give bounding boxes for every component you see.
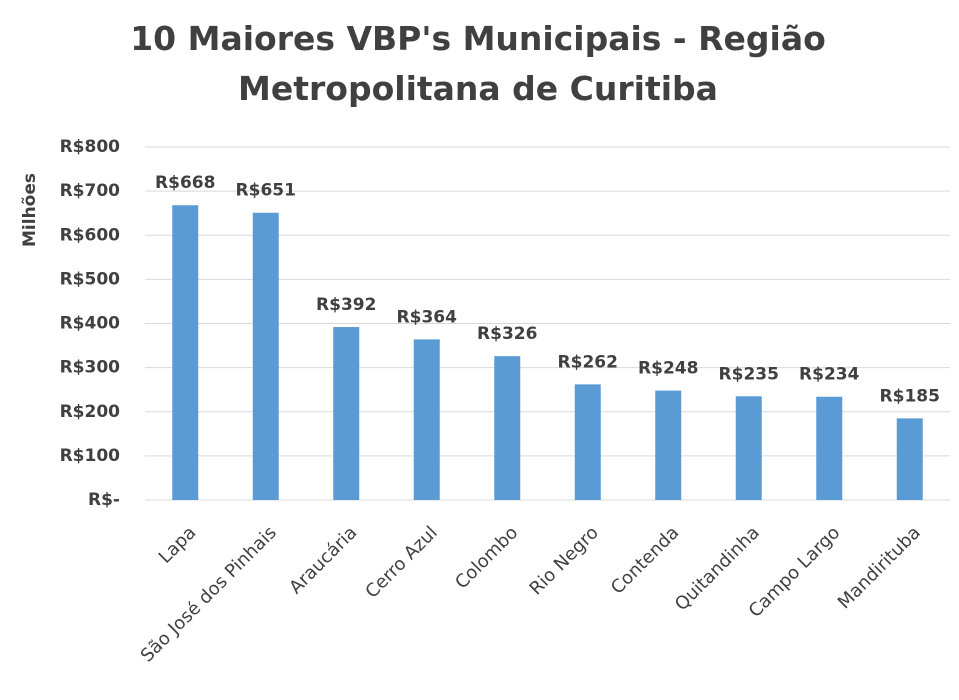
data-label: R$651 <box>236 181 296 201</box>
data-label: R$326 <box>477 324 537 344</box>
x-tick-label: Colombo <box>451 522 522 593</box>
x-tick-label: Rio Negro <box>526 522 603 599</box>
data-label: R$185 <box>880 386 940 406</box>
bar <box>494 356 521 500</box>
x-tick-label: Araucária <box>285 522 361 598</box>
data-label: R$234 <box>799 365 860 385</box>
y-tick-label: R$200 <box>60 402 121 422</box>
bar <box>816 396 843 500</box>
bar <box>735 396 762 500</box>
x-tick-label: Mandirituba <box>834 522 925 613</box>
x-tick-label: São José dos Pinhais <box>137 522 281 666</box>
y-tick-label: R$600 <box>60 225 121 245</box>
bar <box>172 205 199 500</box>
bar <box>655 390 682 500</box>
data-label: R$262 <box>558 352 618 372</box>
y-tick-label: R$- <box>88 490 120 510</box>
y-tick-label: R$500 <box>60 269 121 289</box>
bar <box>413 339 440 500</box>
data-label: R$392 <box>316 295 376 315</box>
data-label: R$364 <box>397 307 458 327</box>
x-tick-label: Contenda <box>607 522 683 598</box>
y-tick-label: R$700 <box>60 181 121 201</box>
data-label: R$235 <box>719 364 779 384</box>
bar <box>333 327 360 500</box>
bar <box>896 418 923 500</box>
bar <box>252 212 279 500</box>
x-tick-label: Cerro Azul <box>361 522 441 602</box>
y-axis-label: Milhões <box>20 173 40 247</box>
y-tick-label: R$800 <box>60 137 121 157</box>
bar <box>574 384 601 500</box>
y-tick-label: R$300 <box>60 358 121 378</box>
data-label: R$668 <box>155 173 215 193</box>
data-label: R$248 <box>638 359 698 379</box>
y-tick-label: R$400 <box>60 314 121 334</box>
y-tick-label: R$100 <box>60 446 121 466</box>
x-tick-label: Lapa <box>155 522 201 568</box>
chart-title: 10 Maiores VBP's Municipais - Região Met… <box>130 19 826 108</box>
